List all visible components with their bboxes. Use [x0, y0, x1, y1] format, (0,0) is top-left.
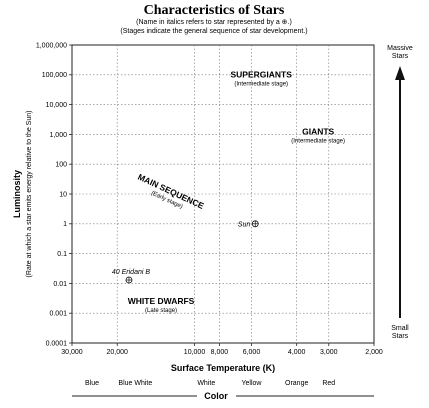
color-scale: Blue Blue White White Yellow Orange Red [85, 380, 335, 387]
mass-arrow-head [395, 66, 405, 80]
region-label: GIANTS [302, 126, 334, 136]
mass-top-label: Massive Stars [387, 45, 413, 60]
region-stage-label: (Intermediate stage) [291, 138, 345, 144]
x-tick-label: 20,000 [107, 349, 129, 356]
mass-label-line: Stars [392, 53, 409, 60]
x-axis-title: Surface Temperature (K) [171, 363, 275, 373]
y-tick-label: 1 [63, 221, 67, 228]
x-tick-label: 6,000 [243, 349, 261, 356]
mass-bottom-label: Small Stars [391, 325, 409, 340]
y-axis-subtitle: (Rate at which a star emits energy relat… [26, 111, 33, 278]
region-labels: SUPERGIANTS (Intermediate stage) GIANTS (In… [128, 70, 345, 315]
y-tick-label: 0.01 [53, 281, 67, 288]
y-tick-label: 1,000 [49, 132, 67, 139]
star-markers: Sun 40 Eridani B [112, 220, 259, 284]
region-stage-label: (Intermediate stage) [234, 82, 288, 88]
mass-label-line: Stars [392, 333, 409, 340]
grid-lines [72, 45, 374, 343]
x-tick-label: 8,000 [211, 349, 229, 356]
star-label: 40 Eridani B [112, 269, 150, 276]
color-label: Blue [85, 380, 99, 387]
color-label: White [197, 380, 215, 387]
color-label: Red [322, 380, 335, 387]
y-tick-label: 10 [59, 191, 67, 198]
y-tick-label: 0.1 [57, 251, 67, 258]
star-label: Sun [238, 221, 251, 228]
y-tick-label: 0.0001 [46, 340, 68, 347]
region-group: GIANTS (Intermediate stage) [291, 126, 345, 144]
chart-title: Characteristics of Stars [144, 3, 285, 18]
region-group: MAIN SEQUENCE(Early stage) [136, 172, 206, 212]
chart-subtitle-line-1: (Name in italics refers to star represen… [136, 19, 292, 26]
x-axis-ticks: 30,000 20,000 10,000 8,000 6,000 4,000 3,000 2,… [61, 343, 383, 356]
y-axis-ticks: 0.0001 0.001 0.01 0.1 1 10 100 1,000 10,000 100,0… [36, 42, 72, 347]
mass-label-line: Massive [387, 45, 413, 52]
region-label: SUPERGIANTS [230, 70, 292, 80]
mass-axis: Massive Stars Small Stars [387, 45, 413, 340]
x-tick-label: 10,000 [184, 349, 206, 356]
x-tick-label: 3,000 [320, 349, 338, 356]
color-label: Blue White [118, 380, 152, 387]
region-group: WHITE DWARFS (Late stage) [128, 296, 195, 314]
region-label: WHITE DWARFS [128, 296, 195, 306]
x-tick-label: 2,000 [365, 349, 383, 356]
color-axis-title: Color [204, 391, 228, 401]
y-tick-label: 0.001 [49, 311, 67, 318]
color-label: Orange [285, 380, 308, 387]
region-group: SUPERGIANTS (Intermediate stage) [230, 70, 292, 88]
mass-label-line: Small [391, 325, 409, 332]
chart-subtitle-line-2: (Stages indicate the general sequence of… [120, 28, 307, 35]
region-stage-label: (Late stage) [145, 308, 177, 314]
y-tick-label: 100,000 [42, 72, 67, 79]
x-tick-label: 30,000 [61, 349, 83, 356]
x-tick-label: 4,000 [288, 349, 306, 356]
color-label: Yellow [241, 380, 262, 387]
y-tick-label: 100 [55, 162, 67, 169]
y-axis-title: Luminosity [12, 170, 22, 218]
y-tick-label: 10,000 [46, 102, 68, 109]
y-tick-label: 1,000,000 [36, 42, 67, 49]
